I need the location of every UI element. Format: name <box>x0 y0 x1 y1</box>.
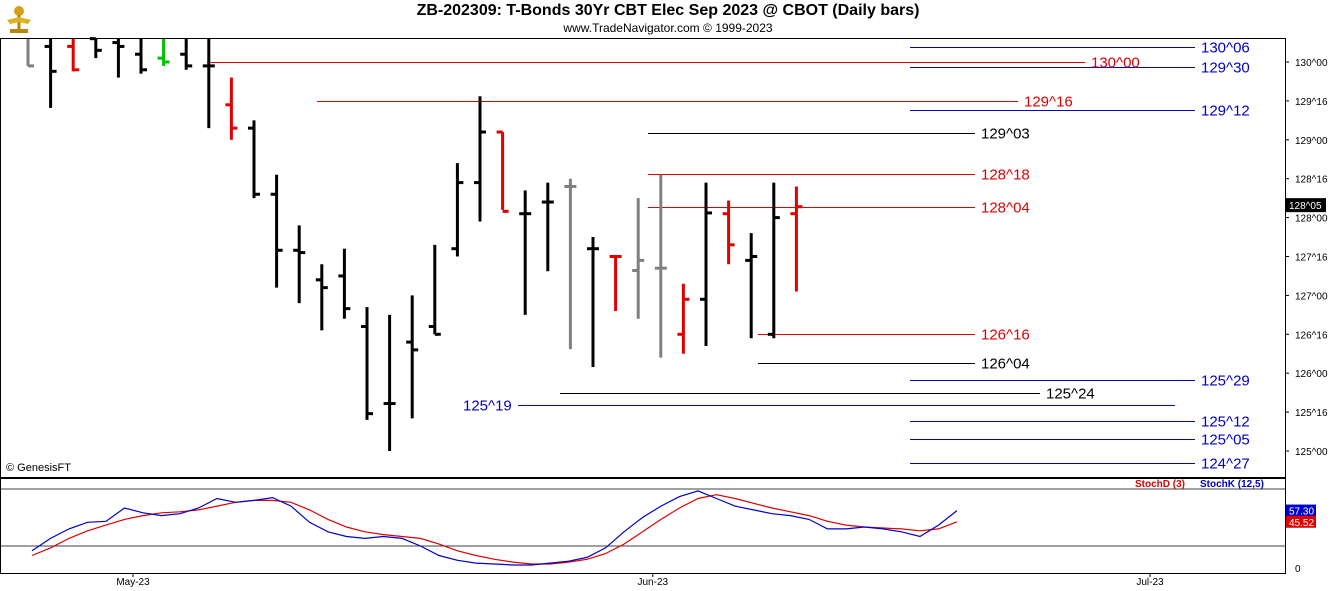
copyright-label: © GenesisFT <box>6 462 71 474</box>
level-label: 129^16 <box>1024 94 1073 111</box>
chart-title: ZB-202309: T-Bonds 30Yr CBT Elec Sep 202… <box>416 2 920 19</box>
level-label: 130^06 <box>1201 40 1250 57</box>
level-label: 130^00 <box>1091 55 1140 72</box>
stoch-d-legend: StochD (3) <box>1135 479 1185 490</box>
level-label: 128^18 <box>981 167 1030 184</box>
price-tick-label: 129^16 <box>1295 97 1328 108</box>
price-tick-label: 127^00 <box>1295 291 1328 302</box>
price-tick-label: 125^16 <box>1295 408 1328 419</box>
level-label: 126^04 <box>981 356 1030 373</box>
last-price-box <box>1286 198 1326 213</box>
price-tick-label: 130^00 <box>1295 58 1328 69</box>
level-label: 129^30 <box>1201 60 1250 77</box>
level-label: 125^19 <box>463 398 512 415</box>
price-tick-label: 128^16 <box>1295 175 1328 186</box>
price-axis: 125^00 125^16 126^00 126^16 127^00 127^16 128^… <box>1285 58 1328 458</box>
chart-subtitle: www.TradeNavigator.com © 1999-2023 <box>563 21 773 35</box>
price-panel-frame <box>0 38 1286 478</box>
price-bars <box>26 37 803 451</box>
last-price-label: 128^05 <box>1289 201 1322 212</box>
stoch-k-line <box>31 490 958 566</box>
level-label: 128^04 <box>981 200 1030 217</box>
chart-frames <box>0 38 1286 574</box>
level-label: 126^16 <box>981 327 1030 344</box>
level-label: 124^27 <box>1201 456 1250 473</box>
time-tick-label: May-23 <box>116 577 150 588</box>
level-label: 129^03 <box>981 126 1030 143</box>
level-label: 125^24 <box>1046 386 1095 403</box>
price-tick-label: 126^00 <box>1295 369 1328 380</box>
price-tick-label: 129^00 <box>1295 136 1328 147</box>
stoch-d-value: 45.52 <box>1289 518 1314 529</box>
stoch-k-value: 57.30 <box>1289 507 1314 518</box>
support-resistance-levels: 130^06 129^30 130^00 129^16 129^12 129^03 128^… <box>207 40 1250 473</box>
time-axis: May-23 Jun-23 Jul-23 <box>116 573 1164 588</box>
level-label: 125^05 <box>1201 432 1250 449</box>
price-tick-label: 127^16 <box>1295 253 1328 264</box>
stoch-d-line <box>31 494 958 565</box>
time-tick-label: Jun-23 <box>638 577 669 588</box>
stoch-k-value-box <box>1286 504 1316 517</box>
level-label: 125^29 <box>1201 373 1250 390</box>
level-label: 125^12 <box>1201 414 1250 431</box>
price-tick-label: 128^00 <box>1295 214 1328 225</box>
stoch-k-legend: StochK (12,5) <box>1200 479 1264 490</box>
stoch-d-value-box <box>1286 515 1316 528</box>
price-tick-label: 126^16 <box>1295 330 1328 341</box>
logo-icon <box>7 6 31 33</box>
price-tick-label: 125^00 <box>1295 447 1328 458</box>
level-label: 129^12 <box>1201 103 1250 120</box>
time-tick-label: Jul-23 <box>1136 577 1164 588</box>
stochastic-panel-frame <box>0 478 1286 574</box>
stoch-zero-label: 0 <box>1295 564 1301 575</box>
